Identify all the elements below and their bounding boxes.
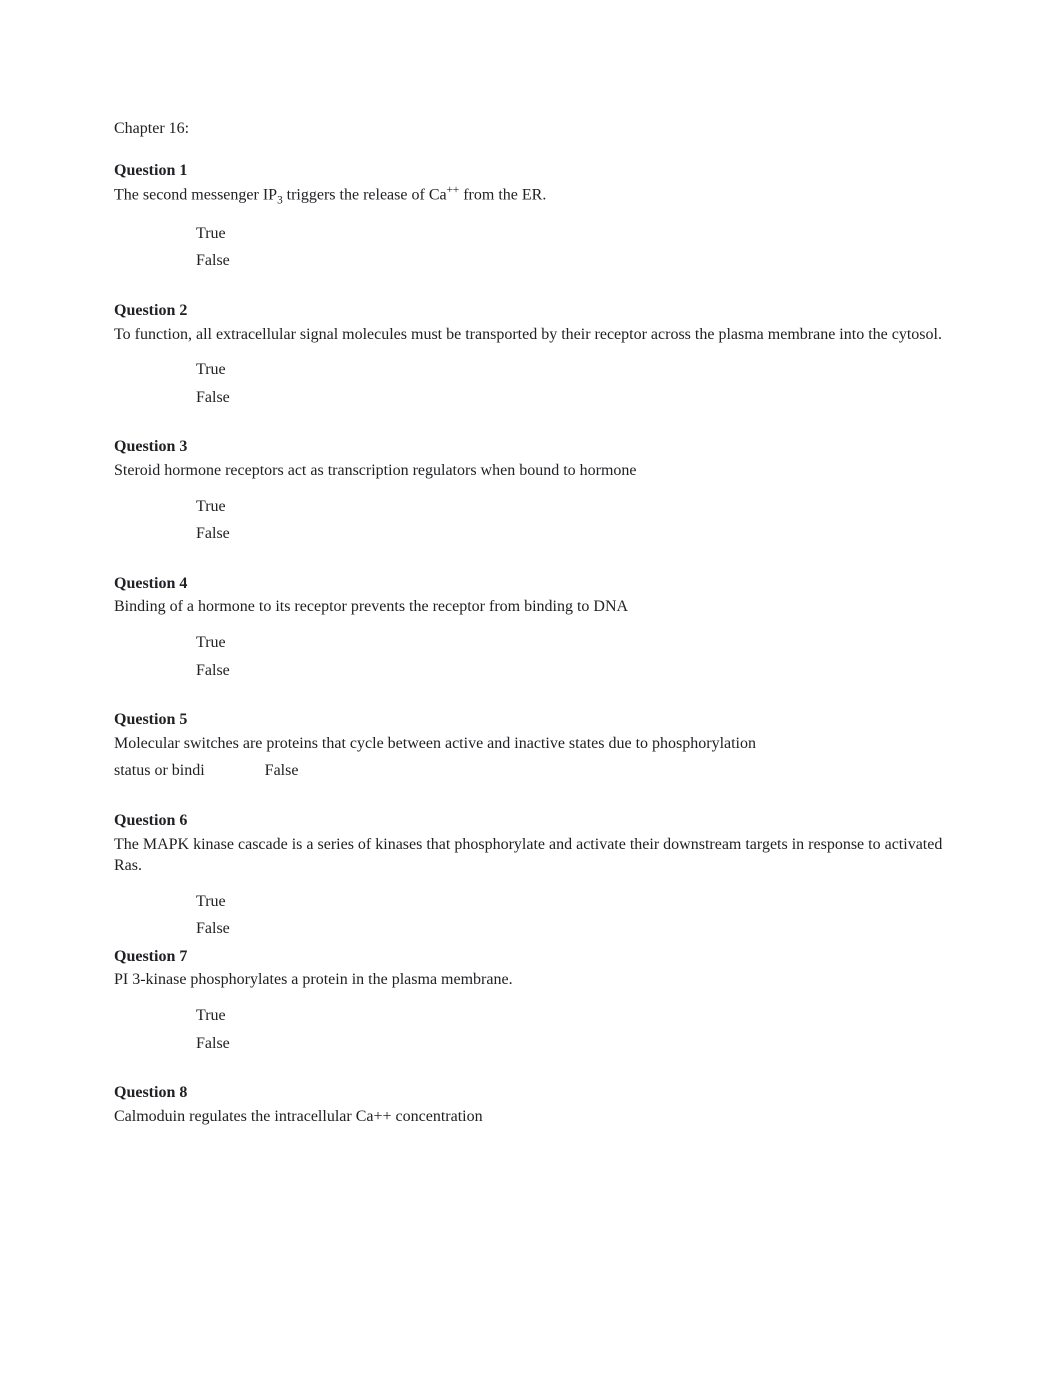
question-5-false: False xyxy=(225,760,299,782)
question-4-false: False xyxy=(196,660,948,682)
q1-text-mid: triggers the release of Ca xyxy=(283,187,447,204)
question-5-row: status or bindi False xyxy=(114,760,948,782)
question-6-true: True xyxy=(196,891,948,913)
question-5-text: Molecular switches are proteins that cyc… xyxy=(114,733,948,755)
question-6-false: False xyxy=(196,918,948,940)
question-1-title: Question 1 xyxy=(114,160,948,182)
question-8: Question 8 Calmoduin regulates the intra… xyxy=(114,1082,948,1127)
q1-sup: ++ xyxy=(447,184,460,196)
question-1-answers: True False xyxy=(114,223,948,272)
question-5-title: Question 5 xyxy=(114,709,948,731)
q1-text-after: from the ER. xyxy=(459,187,546,204)
question-7-answers: True False xyxy=(114,1005,948,1054)
question-2-title: Question 2 xyxy=(114,300,948,322)
question-7: Question 7 PI 3-kinase phosphorylates a … xyxy=(114,946,948,1054)
question-1-true: True xyxy=(196,223,948,245)
question-3-answers: True False xyxy=(114,496,948,545)
question-4-answers: True False xyxy=(114,632,948,681)
question-4-text: Binding of a hormone to its receptor pre… xyxy=(114,596,948,618)
question-6-text: The MAPK kinase cascade is a series of k… xyxy=(114,834,948,877)
question-3-true: True xyxy=(196,496,948,518)
question-1-text: The second messenger IP3 triggers the re… xyxy=(114,183,948,209)
question-6: Question 6 The MAPK kinase cascade is a … xyxy=(114,810,948,940)
question-5: Question 5 Molecular switches are protei… xyxy=(114,709,948,754)
question-4-true: True xyxy=(196,632,948,654)
question-3-false: False xyxy=(196,523,948,545)
question-7-title: Question 7 xyxy=(114,946,948,968)
question-2-answers: True False xyxy=(114,359,948,408)
q1-text-before: The second messenger IP xyxy=(114,187,277,204)
chapter-label: Chapter 16: xyxy=(114,118,948,140)
question-6-answers: True False xyxy=(114,891,948,940)
question-7-false: False xyxy=(196,1033,948,1055)
question-3-text: Steroid hormone receptors act as transcr… xyxy=(114,460,948,482)
question-1-false: False xyxy=(196,250,948,272)
question-8-title: Question 8 xyxy=(114,1082,948,1104)
question-6-title: Question 6 xyxy=(114,810,948,832)
question-5-partial: status or bindi xyxy=(114,760,225,782)
question-3-title: Question 3 xyxy=(114,436,948,458)
question-7-true: True xyxy=(196,1005,948,1027)
question-8-text: Calmoduin regulates the intracellular Ca… xyxy=(114,1106,948,1128)
question-3: Question 3 Steroid hormone receptors act… xyxy=(114,436,948,544)
question-2: Question 2 To function, all extracellula… xyxy=(114,300,948,408)
question-1: Question 1 The second messenger IP3 trig… xyxy=(114,160,948,272)
question-2-false: False xyxy=(196,387,948,409)
question-7-text: PI 3-kinase phosphorylates a protein in … xyxy=(114,969,948,991)
question-4-title: Question 4 xyxy=(114,573,948,595)
question-4: Question 4 Binding of a hormone to its r… xyxy=(114,573,948,681)
question-2-text: To function, all extracellular signal mo… xyxy=(114,324,948,346)
question-2-true: True xyxy=(196,359,948,381)
